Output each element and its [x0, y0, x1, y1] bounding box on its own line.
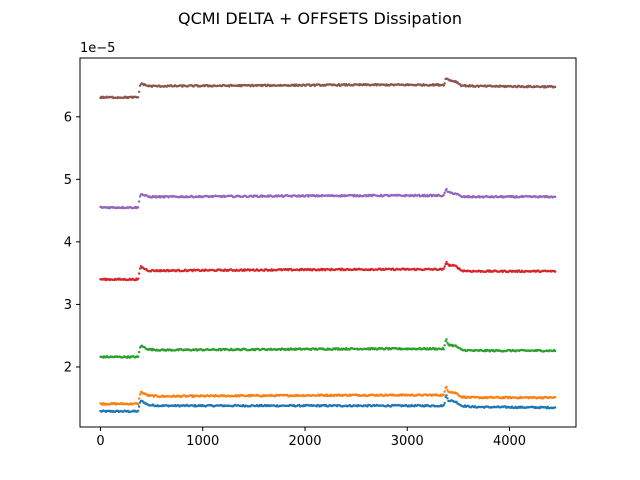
data-point	[442, 84, 445, 87]
data-point	[138, 267, 142, 270]
data-point	[443, 82, 446, 85]
data-point	[445, 338, 448, 341]
data-point	[137, 397, 141, 400]
data-point	[442, 348, 445, 351]
data-point	[444, 262, 447, 266]
data-point	[138, 393, 142, 396]
data-point	[136, 206, 140, 209]
data-series	[99, 187, 557, 210]
data-point	[443, 191, 446, 195]
data-series	[99, 338, 557, 359]
y-tick-label: 3	[64, 298, 72, 313]
y-tick-label: 6	[64, 110, 72, 125]
data-series	[99, 260, 557, 282]
data-point	[445, 385, 448, 389]
data-point	[137, 272, 141, 275]
chart-title: QCMI DELTA + OFFSETS Dissipation	[178, 9, 462, 28]
data-point	[443, 401, 446, 405]
data-point	[553, 396, 557, 399]
data-series	[99, 385, 557, 406]
data-point	[445, 187, 448, 191]
data-series	[99, 394, 557, 414]
data-point	[442, 403, 445, 407]
x-tick-label: 2000	[288, 434, 321, 449]
data-point	[136, 355, 140, 359]
y-tick-label: 4	[64, 235, 72, 250]
data-point	[136, 403, 140, 406]
data-point	[446, 397, 449, 400]
data-point	[442, 267, 445, 270]
data-point	[137, 350, 141, 354]
data-point	[455, 400, 458, 403]
data-point	[137, 90, 141, 94]
data-point	[442, 393, 445, 397]
data-point	[136, 96, 140, 99]
data-point	[442, 193, 445, 197]
x-tick-label: 1000	[186, 434, 219, 449]
data-point	[443, 265, 446, 268]
data-point	[446, 388, 449, 392]
data-point	[553, 270, 557, 273]
axes-frame	[79, 57, 577, 428]
data-point	[553, 195, 557, 199]
x-tick-label: 0	[96, 434, 104, 449]
data-point	[445, 394, 448, 397]
data-point	[443, 344, 446, 347]
data-point	[553, 406, 557, 409]
data-point	[446, 341, 449, 344]
y-tick-label: 5	[64, 173, 72, 188]
data-point	[136, 409, 140, 412]
x-axis: 0 1000 2000 3000 4000	[96, 427, 526, 449]
data-point	[137, 405, 141, 408]
x-tick-label: 4000	[493, 434, 526, 449]
data-point	[553, 349, 557, 353]
y-axis: 2 3 4 5 6	[64, 110, 80, 375]
y-axis-offset-label: 1e−5	[80, 41, 115, 56]
data-point	[136, 277, 140, 280]
data-point	[137, 200, 141, 203]
series-layer	[99, 77, 557, 414]
data-series	[99, 77, 557, 100]
data-point	[443, 390, 446, 393]
x-tick-label: 3000	[391, 434, 424, 449]
data-point	[445, 260, 448, 264]
plot-area: 0 1000 2000 3000 4000 2 3 4 5 6 1e−5	[64, 41, 577, 449]
data-point	[138, 195, 142, 198]
data-point	[553, 85, 557, 89]
y-tick-label: 2	[64, 360, 72, 375]
